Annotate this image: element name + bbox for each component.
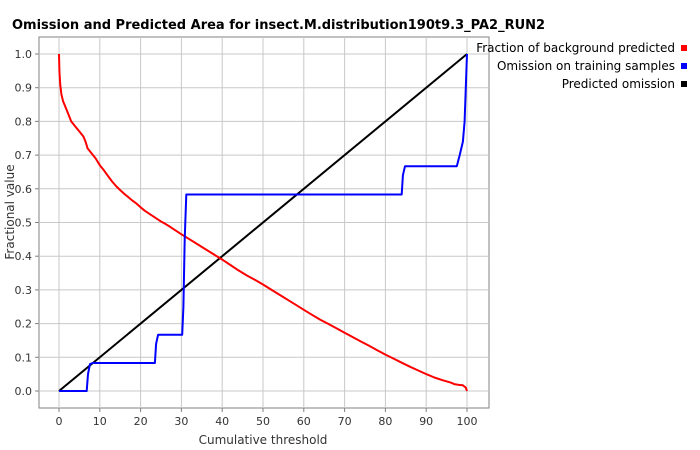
y-tick-label: 0.5 — [15, 217, 33, 230]
series-line-predicted-omission — [58, 53, 468, 392]
series-line-omission-on-training-samples — [59, 53, 468, 392]
y-axis-label: Fractional value — [3, 164, 17, 259]
y-tick-label: 0.6 — [15, 183, 33, 196]
legend-swatch-fraction-of-background-predicted — [681, 45, 687, 51]
series-layer — [58, 53, 468, 392]
y-tick-label: 0.7 — [15, 149, 33, 162]
legend-label-fraction-of-background-predicted: Fraction of background predicted — [476, 41, 675, 55]
x-tick-label: 80 — [378, 415, 392, 428]
y-tick-label: 0.8 — [15, 115, 33, 128]
y-tick-label: 0.9 — [15, 82, 33, 95]
x-axis-label: Cumulative threshold — [199, 433, 328, 447]
x-tick-label: 10 — [93, 415, 107, 428]
x-tick-label: 30 — [174, 415, 188, 428]
x-tick-label: 0 — [56, 415, 63, 428]
y-tick-label: 0.0 — [15, 385, 33, 398]
y-tick-label: 0.4 — [15, 250, 33, 263]
legend-label-predicted-omission: Predicted omission — [562, 77, 675, 91]
x-axis-ticks: 0 10 20 30 40 50 60 70 80 90 100 — [56, 408, 478, 428]
legend-swatch-omission-on-training-samples — [681, 63, 687, 69]
legend-label-omission-on-training-samples: Omission on training samples — [497, 59, 675, 73]
legend: Fraction of background predicted Omission… — [476, 41, 687, 91]
x-tick-label: 60 — [297, 415, 311, 428]
grid — [39, 37, 489, 408]
x-tick-label: 90 — [419, 415, 433, 428]
y-tick-label: 0.2 — [15, 318, 33, 331]
x-tick-label: 70 — [338, 415, 352, 428]
x-tick-label: 20 — [134, 415, 148, 428]
x-tick-label: 100 — [457, 415, 478, 428]
plot-area — [38, 36, 490, 409]
chart-title: Omission and Predicted Area for insect.M… — [12, 18, 545, 33]
y-tick-label: 0.3 — [15, 284, 33, 297]
x-tick-label: 40 — [215, 415, 229, 428]
y-axis-ticks: 0.0 0.1 0.2 0.3 0.4 0.5 0.6 0.7 0.8 0.9 1.0 — [15, 48, 39, 398]
y-tick-label: 1.0 — [15, 48, 33, 61]
y-tick-label: 0.1 — [15, 351, 33, 364]
legend-swatch-predicted-omission — [681, 81, 687, 87]
series-line-fraction-of-background-predicted — [58, 53, 468, 392]
x-tick-label: 50 — [256, 415, 270, 428]
